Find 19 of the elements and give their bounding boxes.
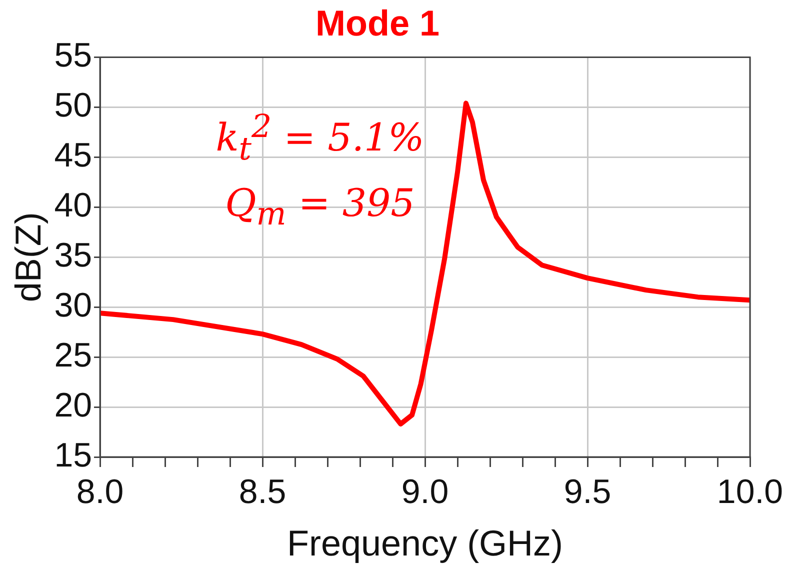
chart-title: Mode 1 <box>315 2 440 44</box>
x-tick-label: 10.0 <box>716 472 784 511</box>
y-axis-title: dB(Z) <box>8 212 49 302</box>
y-tick-label: 40 <box>54 186 92 224</box>
y-tick-label: 15 <box>54 436 92 474</box>
y-tick-label: 45 <box>54 136 92 175</box>
y-tick-label: 20 <box>54 386 92 424</box>
y-tick-label: 25 <box>54 336 92 374</box>
x-tick-label: 9.5 <box>564 472 612 511</box>
annotation: Q$_{m}$ = 395 <box>224 180 416 235</box>
x-tick-label: 9.0 <box>401 472 449 511</box>
y-tick-label: 35 <box>54 236 92 274</box>
y-tick-label: 30 <box>54 286 92 324</box>
x-tick-label: 8.5 <box>238 472 286 511</box>
annotation: k$_{t}$$^{2}$ = 5.1% <box>214 108 426 170</box>
y-tick-label: 50 <box>54 86 92 125</box>
y-tick-label: 55 <box>54 36 92 75</box>
x-axis-title: Frequency (GHz) <box>286 522 564 564</box>
x-tick-label: 8.0 <box>76 472 124 511</box>
